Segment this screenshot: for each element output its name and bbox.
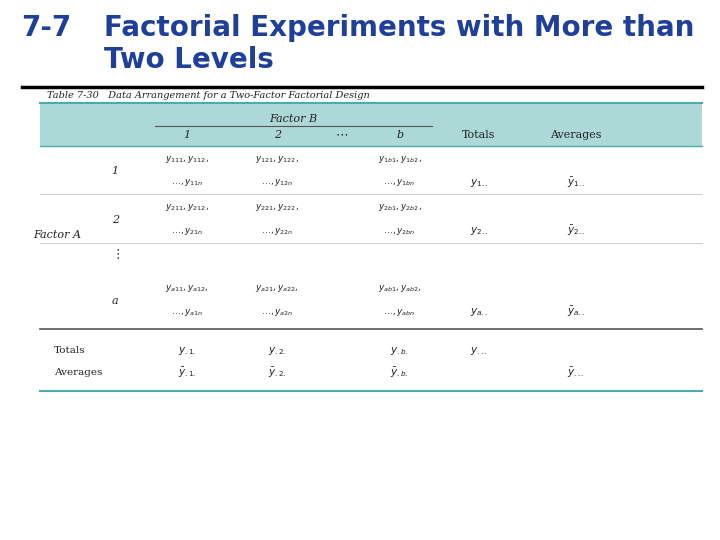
Text: $\bar{y}_{.b.}$: $\bar{y}_{.b.}$: [390, 366, 409, 380]
Text: Averages: Averages: [54, 368, 102, 377]
Text: $\ldots, y_{1bn}$: $\ldots, y_{1bn}$: [383, 177, 416, 188]
Text: $\bar{y}_{a..}$: $\bar{y}_{a..}$: [567, 305, 585, 319]
Text: $\bar{y}_{.2.}$: $\bar{y}_{.2.}$: [268, 366, 287, 380]
Text: 2: 2: [274, 130, 281, 140]
Text: $y_{...}$: $y_{...}$: [470, 345, 487, 357]
Text: $y_{a11}, y_{a12},$: $y_{a11}, y_{a12},$: [166, 284, 209, 294]
Text: $y_{211}, y_{212},$: $y_{211}, y_{212},$: [166, 202, 209, 213]
Text: $y_{a21}, y_{a22},$: $y_{a21}, y_{a22},$: [256, 284, 299, 294]
Text: $\ldots, y_{abn}$: $\ldots, y_{abn}$: [383, 307, 416, 318]
Text: $y_{221}, y_{222},$: $y_{221}, y_{222},$: [256, 202, 299, 213]
Text: $\ldots, y_{22n}$: $\ldots, y_{22n}$: [261, 226, 294, 237]
Text: Factor A: Factor A: [34, 230, 81, 240]
Text: $y_{121}, y_{122},$: $y_{121}, y_{122},$: [256, 154, 299, 165]
Text: $\ldots, y_{21n}$: $\ldots, y_{21n}$: [171, 226, 204, 237]
Text: $\ldots, y_{a2n}$: $\ldots, y_{a2n}$: [261, 307, 294, 318]
Text: 7-7: 7-7: [22, 14, 72, 42]
Text: $\bar{y}_{.1.}$: $\bar{y}_{.1.}$: [178, 366, 197, 380]
Text: $\vdots$: $\vdots$: [111, 247, 120, 261]
Text: $y_{111}, y_{112},$: $y_{111}, y_{112},$: [166, 154, 209, 165]
Text: $y_{2b1}, y_{2b2},$: $y_{2b1}, y_{2b2},$: [378, 202, 421, 213]
Text: $\ldots, y_{11n}$: $\ldots, y_{11n}$: [171, 177, 204, 188]
Text: $\ldots, y_{12n}$: $\ldots, y_{12n}$: [261, 177, 294, 188]
Text: Totals: Totals: [462, 130, 495, 140]
Text: $y_{1..}$: $y_{1..}$: [469, 177, 488, 188]
Text: Table 7-30   Data Arrangement for a Two-Factor Factorial Design: Table 7-30 Data Arrangement for a Two-Fa…: [47, 91, 369, 100]
Text: 1: 1: [112, 166, 119, 176]
Text: $\ldots, y_{2bn}$: $\ldots, y_{2bn}$: [383, 226, 416, 237]
Text: $\bar{y}_{...}$: $\bar{y}_{...}$: [567, 366, 585, 380]
Text: Factorial Experiments with More than
Two Levels: Factorial Experiments with More than Two…: [104, 14, 695, 74]
Text: $y_{.2.}$: $y_{.2.}$: [268, 345, 287, 357]
Text: $y_{a..}$: $y_{a..}$: [469, 306, 488, 318]
Text: $\bar{y}_{2..}$: $\bar{y}_{2..}$: [567, 224, 585, 238]
Text: $\ldots, y_{a1n}$: $\ldots, y_{a1n}$: [171, 307, 204, 318]
Text: 2: 2: [112, 214, 119, 225]
Text: Factor B: Factor B: [269, 114, 318, 124]
Text: $y_{ab1}, y_{ab2},$: $y_{ab1}, y_{ab2},$: [378, 284, 421, 294]
Text: a: a: [112, 295, 119, 306]
Text: $\bar{y}_{1..}$: $\bar{y}_{1..}$: [567, 176, 585, 190]
Text: $y_{.b.}$: $y_{.b.}$: [390, 345, 409, 357]
Text: $y_{.1.}$: $y_{.1.}$: [178, 345, 197, 357]
Text: 1: 1: [184, 130, 191, 140]
Text: b: b: [396, 130, 403, 140]
Text: Totals: Totals: [54, 347, 86, 355]
Text: ⋯: ⋯: [336, 129, 348, 141]
Text: Averages: Averages: [550, 130, 602, 140]
Text: $y_{1b1}, y_{1b2},$: $y_{1b1}, y_{1b2},$: [378, 154, 421, 165]
Text: $y_{2..}$: $y_{2..}$: [469, 225, 488, 237]
